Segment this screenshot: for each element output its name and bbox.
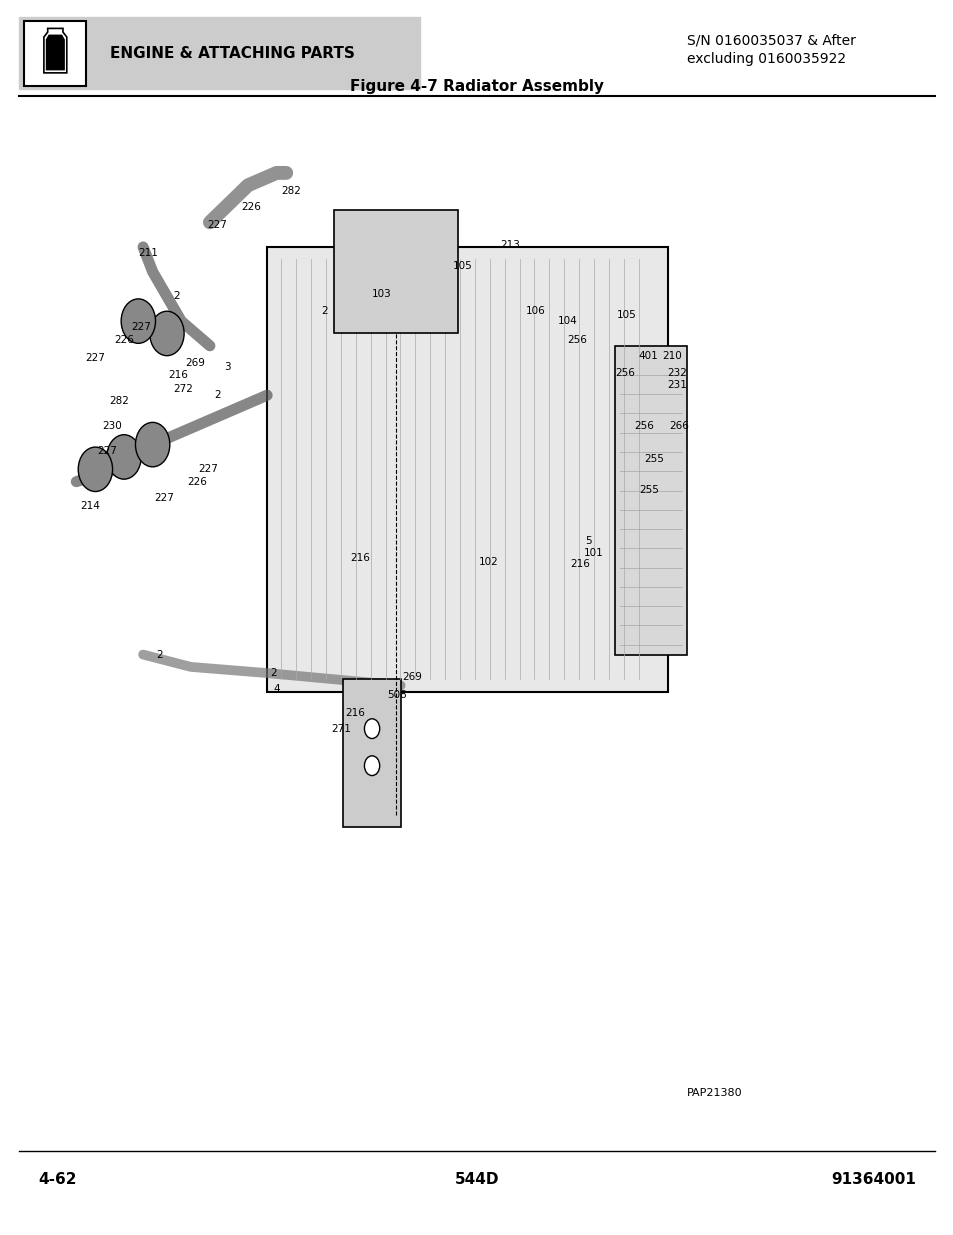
Circle shape bbox=[364, 719, 379, 739]
Text: 230: 230 bbox=[103, 421, 122, 431]
Polygon shape bbox=[46, 35, 65, 70]
Text: 2: 2 bbox=[321, 306, 327, 316]
Bar bbox=[334, 210, 457, 333]
Text: 256: 256 bbox=[567, 335, 586, 345]
Text: 4: 4 bbox=[274, 684, 279, 694]
Bar bbox=[24, 21, 86, 86]
Text: 101: 101 bbox=[583, 548, 602, 558]
Text: 256: 256 bbox=[615, 368, 634, 378]
FancyBboxPatch shape bbox=[19, 17, 419, 89]
Circle shape bbox=[107, 435, 141, 479]
Text: 255: 255 bbox=[639, 485, 658, 495]
Text: 231: 231 bbox=[667, 380, 686, 390]
Text: Figure 4-7 Radiator Assembly: Figure 4-7 Radiator Assembly bbox=[350, 79, 603, 94]
Text: 106: 106 bbox=[526, 306, 545, 316]
Text: 272: 272 bbox=[173, 384, 193, 394]
Text: 269: 269 bbox=[186, 358, 205, 368]
Text: 2: 2 bbox=[156, 650, 162, 659]
Text: 4-62: 4-62 bbox=[38, 1172, 76, 1187]
Text: 216: 216 bbox=[570, 559, 589, 569]
Text: 210: 210 bbox=[662, 351, 681, 361]
Text: 3: 3 bbox=[224, 362, 230, 372]
Text: excluding 0160035922: excluding 0160035922 bbox=[686, 52, 845, 67]
Polygon shape bbox=[44, 28, 67, 73]
Text: 282: 282 bbox=[281, 186, 300, 196]
Text: 269: 269 bbox=[402, 672, 421, 682]
Text: S/N 0160035037 & After: S/N 0160035037 & After bbox=[686, 33, 855, 48]
Circle shape bbox=[78, 447, 112, 492]
Circle shape bbox=[135, 422, 170, 467]
Text: 214: 214 bbox=[81, 501, 100, 511]
Bar bbox=[615, 346, 686, 655]
Text: 226: 226 bbox=[188, 477, 207, 487]
Text: 227: 227 bbox=[86, 353, 105, 363]
Circle shape bbox=[121, 299, 155, 343]
Text: 271: 271 bbox=[332, 724, 351, 734]
Text: 227: 227 bbox=[132, 322, 151, 332]
Text: 266: 266 bbox=[669, 421, 688, 431]
Text: 227: 227 bbox=[154, 493, 173, 503]
Text: 256: 256 bbox=[634, 421, 653, 431]
Text: 227: 227 bbox=[208, 220, 227, 230]
Text: 401: 401 bbox=[639, 351, 658, 361]
Text: 255: 255 bbox=[644, 454, 663, 464]
Bar bbox=[343, 679, 400, 827]
Text: PAP21380: PAP21380 bbox=[686, 1088, 741, 1098]
Text: 216: 216 bbox=[169, 370, 188, 380]
Circle shape bbox=[364, 756, 379, 776]
Text: 103: 103 bbox=[372, 289, 391, 299]
Text: 211: 211 bbox=[138, 248, 157, 258]
Text: 227: 227 bbox=[198, 464, 217, 474]
Text: 2: 2 bbox=[271, 668, 276, 678]
Text: 282: 282 bbox=[110, 396, 129, 406]
Text: 91364001: 91364001 bbox=[830, 1172, 915, 1187]
Text: 227: 227 bbox=[97, 446, 116, 456]
Text: ENGINE & ATTACHING PARTS: ENGINE & ATTACHING PARTS bbox=[110, 46, 355, 61]
Text: 232: 232 bbox=[667, 368, 686, 378]
Text: 213: 213 bbox=[500, 240, 519, 249]
Circle shape bbox=[150, 311, 184, 356]
Bar bbox=[267, 247, 667, 692]
Text: 102: 102 bbox=[478, 557, 497, 567]
Text: 104: 104 bbox=[558, 316, 577, 326]
Text: 226: 226 bbox=[241, 203, 260, 212]
Text: 2: 2 bbox=[214, 390, 220, 400]
Text: 105: 105 bbox=[617, 310, 636, 320]
Text: 216: 216 bbox=[345, 708, 364, 718]
Text: 544D: 544D bbox=[455, 1172, 498, 1187]
Text: 226: 226 bbox=[114, 335, 133, 345]
Text: 216: 216 bbox=[351, 553, 370, 563]
Text: 5: 5 bbox=[585, 536, 591, 546]
Text: 105: 105 bbox=[453, 261, 472, 270]
Text: 2: 2 bbox=[173, 291, 179, 301]
Text: 508: 508 bbox=[387, 690, 406, 700]
